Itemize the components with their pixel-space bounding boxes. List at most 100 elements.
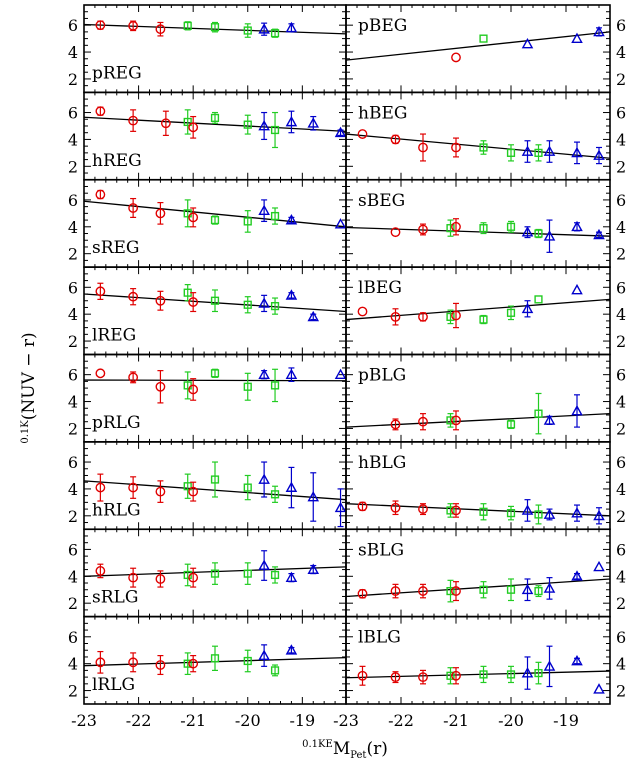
panel-label: pBEG bbox=[358, 16, 407, 36]
circle-marker bbox=[95, 189, 106, 200]
x-tick-label: -22 bbox=[126, 711, 152, 730]
triangle-marker bbox=[258, 23, 270, 34]
triangle-marker bbox=[543, 660, 556, 671]
circle-marker bbox=[188, 486, 199, 497]
panel-label: hRLG bbox=[92, 500, 141, 520]
triangle-marker bbox=[571, 570, 583, 581]
square-marker bbox=[534, 295, 543, 304]
data-point-red bbox=[95, 106, 106, 117]
square-marker bbox=[446, 416, 455, 425]
data-point-green bbox=[243, 649, 252, 673]
data-point-blue bbox=[571, 141, 583, 165]
data-point-blue bbox=[285, 367, 298, 382]
y-tick-label: 6 bbox=[616, 366, 626, 385]
panel-label: pRLG bbox=[92, 413, 141, 433]
square-marker bbox=[479, 585, 488, 594]
x-axis-label-main: (r) bbox=[366, 739, 387, 759]
data-point-red bbox=[95, 563, 106, 579]
data-point-blue bbox=[258, 368, 270, 380]
data-point-green bbox=[183, 473, 192, 499]
triangle-marker bbox=[521, 226, 534, 237]
triangle-marker bbox=[258, 473, 270, 484]
x-axis-label-sub: Pet bbox=[350, 750, 366, 761]
y-tick-label: 2 bbox=[616, 245, 626, 264]
fit-line bbox=[345, 226, 611, 237]
x-tick-label: -20 bbox=[235, 711, 261, 730]
data-point-green bbox=[270, 207, 280, 225]
y-tick-label: 4 bbox=[616, 43, 626, 62]
square-marker bbox=[506, 148, 516, 157]
triangle-marker bbox=[521, 504, 534, 515]
circle-marker bbox=[155, 574, 166, 584]
x-axis-label: 0.1KEMPet(r) bbox=[302, 739, 388, 761]
triangle-marker bbox=[593, 509, 605, 521]
circle-marker bbox=[390, 134, 401, 145]
data-point-green bbox=[446, 219, 455, 237]
data-point-red bbox=[188, 378, 199, 401]
data-point-green bbox=[506, 220, 516, 233]
circle-marker bbox=[451, 142, 461, 153]
triangle-marker bbox=[258, 297, 270, 308]
panel-label: lREG bbox=[92, 326, 136, 346]
triangle-marker bbox=[307, 490, 320, 502]
square-marker bbox=[479, 224, 488, 233]
data-point-blue bbox=[593, 146, 605, 165]
circle-marker bbox=[451, 505, 461, 516]
data-point-blue bbox=[285, 21, 298, 33]
triangle-marker bbox=[571, 146, 583, 158]
triangle-marker bbox=[571, 404, 583, 416]
circle-marker bbox=[451, 670, 461, 681]
circle-marker bbox=[155, 486, 166, 497]
square-marker bbox=[210, 654, 220, 663]
square-marker bbox=[534, 229, 543, 238]
y-axis-label-main: (NUV − r) bbox=[19, 332, 39, 420]
triangle-marker bbox=[258, 368, 270, 380]
data-point-green bbox=[210, 21, 220, 33]
circle-marker bbox=[451, 310, 461, 321]
triangle-marker bbox=[571, 32, 583, 43]
data-point-green bbox=[270, 485, 280, 503]
triangle-marker bbox=[334, 368, 347, 380]
triangle-marker bbox=[521, 583, 534, 595]
y-tick-label: 6 bbox=[616, 540, 626, 559]
circle-marker bbox=[95, 482, 106, 493]
fit-line bbox=[345, 31, 611, 61]
triangle-marker bbox=[593, 228, 605, 240]
y-tick-label: 4 bbox=[68, 130, 78, 149]
data-point-blue bbox=[307, 115, 320, 131]
y-tick-label: 6 bbox=[616, 278, 626, 297]
data-point-red bbox=[357, 306, 368, 317]
data-point-green bbox=[479, 140, 488, 155]
square-marker bbox=[446, 671, 455, 680]
panel-hBEG: 2 4 6 hBEG bbox=[345, 91, 626, 181]
y-tick-label: 2 bbox=[616, 157, 626, 176]
triangle-marker bbox=[334, 501, 347, 513]
circle-marker bbox=[418, 586, 428, 596]
data-point-blue bbox=[258, 111, 270, 141]
data-point-red bbox=[155, 480, 166, 503]
triangle-marker bbox=[307, 563, 320, 574]
fit-line bbox=[83, 116, 347, 133]
data-point-red bbox=[418, 223, 428, 236]
circle-marker bbox=[418, 416, 428, 427]
square-marker bbox=[210, 113, 220, 123]
square-marker bbox=[243, 483, 252, 492]
data-point-blue bbox=[285, 110, 298, 134]
data-point-blue bbox=[543, 645, 556, 688]
circle-marker bbox=[451, 586, 461, 596]
square-marker bbox=[243, 656, 252, 666]
panel-label: sBEG bbox=[358, 191, 405, 211]
x-axis-label-m: M bbox=[333, 739, 350, 759]
square-marker bbox=[270, 666, 280, 675]
y-tick-label: 2 bbox=[616, 507, 626, 526]
panel-sBEG: 2 4 6 sBEG bbox=[345, 178, 626, 268]
data-point-red bbox=[188, 207, 199, 228]
fit-line bbox=[345, 133, 611, 159]
y-tick-label: 6 bbox=[616, 453, 626, 472]
data-point-red bbox=[451, 503, 461, 518]
panel-label: pREG bbox=[92, 63, 142, 83]
square-marker bbox=[210, 569, 220, 578]
data-point-red bbox=[390, 671, 401, 684]
panel-lBLG: 2 4 6 lBLG bbox=[345, 615, 626, 705]
panel-pBEG: 2 4 6 pBEG bbox=[345, 4, 626, 94]
